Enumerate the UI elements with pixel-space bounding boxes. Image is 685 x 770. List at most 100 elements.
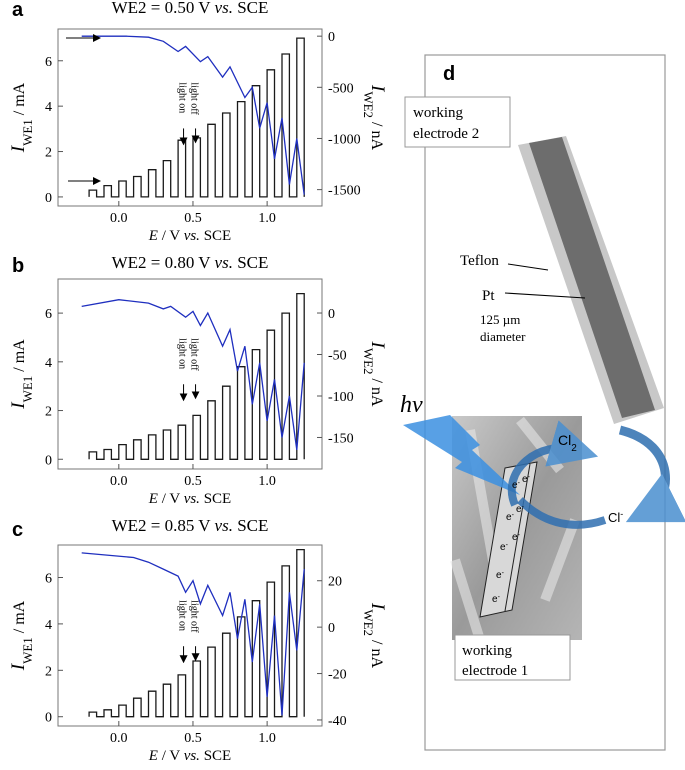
electron-label: e- bbox=[522, 474, 531, 486]
label: Cl- bbox=[608, 509, 623, 525]
text-part: / nA bbox=[368, 375, 385, 407]
x-tick-label: 1.0 bbox=[258, 731, 276, 746]
text-part: - bbox=[522, 504, 525, 511]
light-bolt bbox=[403, 415, 520, 495]
text-part: E bbox=[148, 748, 158, 764]
data-line bbox=[88, 292, 305, 460]
y-tick-label: 6 bbox=[45, 571, 52, 586]
text-part: I bbox=[8, 662, 29, 671]
chart-title: WE2 = 0.85 V vs. SCE bbox=[112, 516, 269, 535]
y2-axis-label: IWE2 / nA bbox=[362, 340, 389, 406]
x-tick-label: 0.0 bbox=[110, 211, 128, 226]
box-label: electrode 2 bbox=[413, 126, 479, 142]
text-part: / mA bbox=[11, 339, 28, 376]
box-label: electrode 1 bbox=[462, 663, 528, 679]
x-tick-label: 0.5 bbox=[184, 474, 202, 489]
y-tick-label: 2 bbox=[45, 405, 52, 420]
text-part: vs. bbox=[215, 253, 233, 272]
text-part: vs. bbox=[184, 748, 200, 764]
y2-tick-label: -50 bbox=[328, 349, 347, 364]
text-part: / V bbox=[158, 228, 184, 244]
electron-label: e- bbox=[506, 512, 515, 524]
x-tick-label: 0.5 bbox=[184, 211, 202, 226]
text-part: vs. bbox=[215, 516, 233, 535]
text-part: Cl bbox=[608, 510, 620, 525]
annotation: light on bbox=[177, 82, 188, 113]
y2-tick-label: -100 bbox=[328, 390, 354, 405]
y2-axis-label: IWE2 / nA bbox=[362, 84, 389, 150]
text-part: WE2 = 0.80 V bbox=[112, 253, 215, 272]
y-axis-label: IWE1 / mA bbox=[8, 339, 35, 410]
teflon-pointer bbox=[507, 263, 549, 271]
text-part: e bbox=[522, 474, 528, 485]
text-part: WE1 bbox=[20, 376, 35, 403]
y2-tick-label: -1500 bbox=[328, 184, 361, 199]
text-part: e bbox=[506, 512, 512, 523]
y-tick-label: 0 bbox=[45, 711, 52, 726]
text-part: E bbox=[148, 228, 158, 244]
y2-tick-label: 0 bbox=[328, 307, 335, 322]
text-part: / nA bbox=[368, 636, 385, 668]
y2-axis-label: IWE2 / nA bbox=[362, 602, 389, 668]
text-part: - bbox=[506, 542, 509, 549]
x-axis-label: E / V vs. SCE bbox=[148, 748, 231, 764]
y-axis-label: IWE1 / mA bbox=[8, 600, 35, 671]
text-part: e bbox=[516, 504, 522, 515]
text-part: e bbox=[496, 570, 502, 581]
data-line bbox=[81, 35, 305, 195]
y-axis-label: IWE1 / mA bbox=[8, 82, 35, 153]
text-part: e bbox=[512, 480, 518, 491]
text-part: WE2 bbox=[362, 91, 377, 118]
pt-wire bbox=[529, 137, 655, 418]
text-part: - bbox=[620, 509, 623, 519]
text-part: - bbox=[498, 594, 501, 601]
y2-tick-label: 20 bbox=[328, 575, 342, 590]
annotation: light off bbox=[189, 600, 200, 633]
y-tick-label: 2 bbox=[45, 664, 52, 679]
text-part: / V bbox=[158, 491, 184, 507]
text-part: e bbox=[512, 532, 518, 543]
y2-tick-label: -40 bbox=[328, 714, 347, 729]
y-tick-label: 4 bbox=[45, 100, 52, 115]
x-tick-label: 0.5 bbox=[184, 731, 202, 746]
chart-title: WE2 = 0.80 V vs. SCE bbox=[112, 253, 269, 272]
text-part: WE2 = 0.85 V bbox=[112, 516, 215, 535]
label: 125 µm bbox=[480, 312, 520, 327]
oxidation-arrow bbox=[507, 420, 599, 507]
we1-box bbox=[454, 634, 571, 681]
text-part: / nA bbox=[368, 118, 385, 150]
text-part: / mA bbox=[11, 82, 28, 119]
text-part: Cl bbox=[558, 432, 571, 448]
chart-title: WE2 = 0.50 V vs. SCE bbox=[112, 0, 269, 17]
electron-label: e- bbox=[516, 504, 525, 516]
text-part: - bbox=[502, 570, 505, 577]
data-line bbox=[88, 37, 305, 198]
text-part: e bbox=[492, 594, 498, 605]
y2-tick-label: -150 bbox=[328, 431, 354, 446]
text-part: I bbox=[8, 144, 29, 153]
text-part: WE2 bbox=[362, 348, 377, 375]
y-tick-label: 4 bbox=[45, 356, 52, 371]
label: Cl2 bbox=[558, 432, 577, 454]
pt-pointer bbox=[504, 292, 586, 299]
annotation: light on bbox=[177, 600, 188, 631]
plot-frame bbox=[57, 544, 323, 727]
text-part: SCE bbox=[200, 228, 231, 244]
y-tick-label: 0 bbox=[45, 191, 52, 206]
box-label: working bbox=[462, 643, 512, 659]
text-part: I bbox=[367, 84, 388, 93]
y2-tick-label: 0 bbox=[328, 30, 335, 45]
we2-box bbox=[404, 96, 511, 148]
text-part: SCE bbox=[233, 0, 268, 17]
text-part: SCE bbox=[233, 516, 268, 535]
text-part: SCE bbox=[200, 491, 231, 507]
text-part: / mA bbox=[11, 600, 28, 637]
text-part: WE1 bbox=[20, 119, 35, 146]
x-axis-label: E / V vs. SCE bbox=[148, 491, 231, 507]
data-line bbox=[81, 552, 305, 716]
panel-letter: a bbox=[12, 0, 24, 21]
text-part: - bbox=[512, 512, 515, 519]
y2-tick-label: -1000 bbox=[328, 132, 361, 147]
text-part: vs. bbox=[184, 228, 200, 244]
